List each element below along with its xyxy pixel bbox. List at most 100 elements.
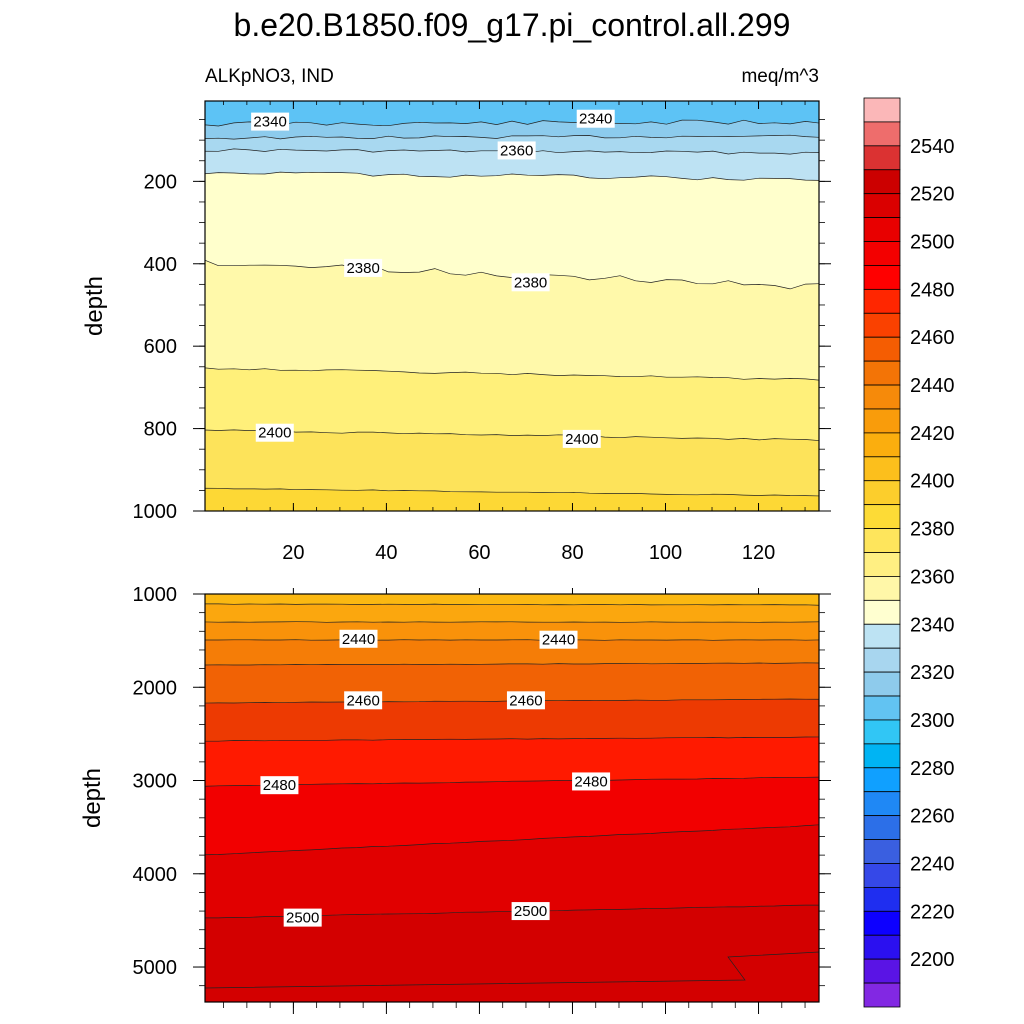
upper-axis-ticks: 20 40 60 80 100 120 200 400 600 800 1000 xyxy=(133,101,831,564)
upper-y-axis-label: depth xyxy=(81,276,108,336)
colorbar-swatch xyxy=(863,169,901,195)
colorbar-swatch xyxy=(863,599,901,625)
colorbar-swatch xyxy=(863,576,901,601)
colorbar-label: 2360 xyxy=(910,566,955,588)
colorbar-swatch xyxy=(863,193,901,219)
upper-contour-line xyxy=(205,119,819,127)
colorbar-swatch xyxy=(863,767,901,793)
colorbar: 2540 2520 2500 2480 2460 2440 2420 2400 2380 2360… xyxy=(863,97,955,1008)
chart-units-label: meq/m^3 xyxy=(741,66,819,87)
colorbar-swatch xyxy=(863,360,901,386)
colorbar-label: 2500 xyxy=(910,232,955,254)
colorbar-swatch xyxy=(863,504,901,529)
lower-y-tick-label: 1000 xyxy=(133,584,178,606)
upper-contour-label-bg xyxy=(576,109,615,128)
colorbar-label: 2200 xyxy=(910,949,955,971)
colorbar-label: 2460 xyxy=(910,327,955,349)
lower-contour-label: 2460 xyxy=(509,692,542,709)
upper-contour-band xyxy=(205,148,819,181)
colorbar-swatch xyxy=(863,982,901,1008)
colorbar-swatch xyxy=(863,528,901,553)
colorbar-label: 2340 xyxy=(910,614,955,636)
lower-y-axis-label: depth xyxy=(79,768,106,828)
colorbar-swatch xyxy=(863,695,901,721)
upper-y-tick-label: 400 xyxy=(144,254,177,276)
upper-contour-line xyxy=(205,487,819,497)
upper-x-tick-label: 20 xyxy=(282,542,304,564)
lower-y-tick-label: 3000 xyxy=(133,771,178,793)
colorbar-label: 2480 xyxy=(910,279,955,301)
colorbar-swatch xyxy=(863,265,901,290)
lower-contour-band xyxy=(205,639,819,665)
lower-contour-label-bg xyxy=(339,629,378,648)
colorbar-label: 2380 xyxy=(910,519,955,541)
upper-contour-label: 2360 xyxy=(500,142,533,159)
colorbar-swatch xyxy=(863,456,901,482)
upper-panel: 2340 2340 2360 2380 2380 2400 2400 20 40 60 80 100… xyxy=(81,100,831,564)
upper-contour-label-bg xyxy=(344,258,383,277)
upper-contour-band xyxy=(205,367,819,441)
colorbar-swatch xyxy=(863,839,901,864)
lower-contour-label-bg xyxy=(344,691,383,710)
upper-contour-band xyxy=(205,429,819,496)
colorbar-label: 2540 xyxy=(910,136,955,158)
upper-contour-line xyxy=(205,429,819,441)
colorbar-swatch xyxy=(863,934,901,960)
colorbar-label: 2300 xyxy=(910,710,955,732)
lower-contour-label-bg xyxy=(506,691,545,710)
lower-contour-label: 2500 xyxy=(286,910,319,927)
lower-contour-label: 2480 xyxy=(263,777,296,794)
lower-contour-label: 2440 xyxy=(542,632,575,649)
colorbar-swatch xyxy=(863,145,901,171)
lower-contour-line xyxy=(205,824,819,856)
upper-contour-line xyxy=(205,134,819,140)
lower-contour-label-bg xyxy=(260,776,299,795)
upper-contour-label-bg xyxy=(251,112,290,131)
upper-contour-label: 2400 xyxy=(258,425,291,442)
upper-contour-line xyxy=(205,367,819,381)
chart-title: b.e20.B1850.f09_g17.pi_control.all.299 xyxy=(234,7,791,43)
upper-contour-label: 2340 xyxy=(579,111,612,128)
upper-x-tick-label: 80 xyxy=(561,542,583,564)
upper-contour-label: 2380 xyxy=(514,274,547,291)
colorbar-label: 2400 xyxy=(910,471,955,493)
lower-contour-label-bg xyxy=(511,902,550,921)
colorbar-label: 2520 xyxy=(910,184,955,206)
colorbar-swatch xyxy=(863,552,901,577)
lower-axis-ticks: 1000 2000 3000 4000 5000 xyxy=(133,584,831,1014)
colorbar-swatch xyxy=(863,217,901,242)
colorbar-swatch xyxy=(863,408,901,434)
lower-contour-line xyxy=(205,776,819,787)
colorbar-label: 2420 xyxy=(910,423,955,445)
colorbar-swatch xyxy=(863,647,901,673)
colorbar-swatch xyxy=(863,480,901,506)
lower-contour-label: 2440 xyxy=(342,631,375,648)
lower-contour-label: 2460 xyxy=(346,692,379,709)
lower-contour-band xyxy=(205,594,819,606)
colorbar-label: 2440 xyxy=(910,375,955,397)
upper-contour-labels: 2340 2340 2360 2380 2380 2400 2400 xyxy=(251,109,615,448)
lower-contour-band xyxy=(205,621,819,641)
lower-y-tick-label: 4000 xyxy=(133,864,178,886)
lower-contour-band xyxy=(205,777,819,855)
lower-contour-fill xyxy=(205,594,819,1002)
colorbar-swatch xyxy=(863,671,901,697)
colorbar-swatch xyxy=(863,384,901,410)
upper-contour-band xyxy=(205,120,819,140)
colorbar-label: 2260 xyxy=(910,806,955,828)
lower-contour-band xyxy=(205,699,819,742)
upper-contour-label-bg xyxy=(511,273,550,292)
colorbar-swatch xyxy=(863,863,901,888)
lower-plot-frame xyxy=(204,593,820,1003)
lower-y-tick-label: 5000 xyxy=(133,957,178,979)
upper-x-tick-label: 120 xyxy=(742,542,775,564)
colorbar-swatch xyxy=(863,288,901,314)
lower-contour-labels: 2440 2440 2460 2460 2480 2480 2500 2500 xyxy=(260,629,611,927)
colorbar-swatch xyxy=(863,743,901,769)
colorbar-swatch xyxy=(863,791,901,817)
upper-x-tick-label: 60 xyxy=(468,542,490,564)
lower-contour-line xyxy=(205,639,819,641)
colorbar-label: 2280 xyxy=(910,758,955,780)
lower-contour-band xyxy=(205,824,819,918)
